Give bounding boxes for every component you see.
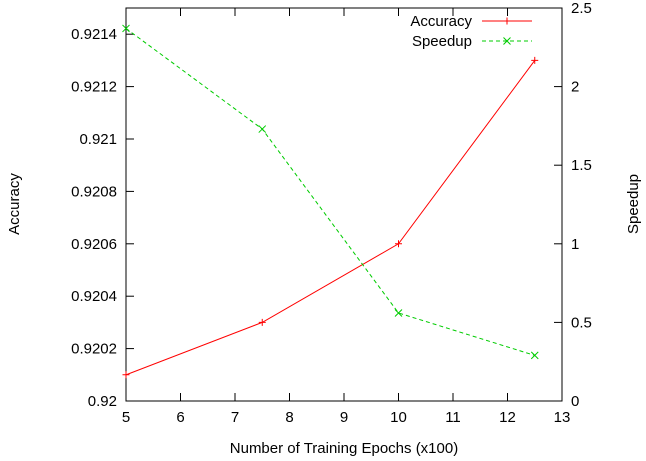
x-tick-label: 11	[445, 409, 461, 426]
x-tick-label: 8	[285, 409, 293, 426]
data-point	[531, 56, 539, 64]
legend-marker	[503, 17, 511, 25]
series-layer	[122, 24, 539, 379]
y-tick-label: 0.9202	[71, 341, 117, 358]
data-point	[394, 309, 403, 317]
y-tick-label: 0.9212	[71, 79, 117, 96]
y-tick-label: 0.9206	[71, 236, 117, 253]
axis-ticks: 5 6 7 8 9 10 11 12 130.920.92020.92040.92060.920…	[71, 0, 592, 426]
x-tick-label: 13	[554, 409, 571, 426]
legend-marker	[503, 37, 511, 45]
y2-tick-label: 0	[571, 393, 579, 410]
y2-axis-title: Speedup	[625, 174, 642, 234]
y-axis-title: Accuracy	[6, 173, 23, 235]
x-tick-label: 7	[231, 409, 239, 426]
y2-tick-label: 0.5	[571, 314, 592, 331]
series-line-accuracy	[125, 60, 536, 376]
legend: Accuracy Speedup	[410, 13, 532, 50]
y2-tick-label: 1.5	[571, 157, 592, 174]
legend-label: Accuracy	[410, 13, 472, 30]
y-tick-label: 0.92	[88, 393, 117, 410]
x-tick-label: 10	[390, 409, 407, 426]
series-speedup	[122, 24, 539, 360]
legend-label: Speedup	[412, 33, 472, 50]
y2-tick-label: 2	[571, 79, 579, 96]
x-tick-label: 5	[122, 409, 130, 426]
series-accuracy	[122, 56, 539, 379]
x-tick-label: 12	[499, 409, 516, 426]
x-tick-label: 9	[340, 409, 348, 426]
data-point	[122, 371, 130, 379]
x-axis-title: Number of Training Epochs (x100)	[230, 440, 458, 457]
y-tick-label: 0.9204	[71, 288, 117, 305]
data-point	[395, 240, 402, 248]
y-tick-label: 0.9208	[71, 183, 117, 200]
data-point	[122, 24, 130, 33]
y-tick-label: 0.921	[79, 131, 117, 148]
plot-frame	[125, 7, 563, 402]
data-point	[530, 351, 539, 360]
data-point	[258, 125, 267, 133]
series-line-speedup	[125, 28, 535, 356]
y2-tick-label: 1	[571, 236, 579, 253]
data-point	[258, 318, 266, 326]
y2-tick-label: 2.5	[571, 0, 592, 17]
y-tick-label: 0.9214	[71, 26, 117, 43]
x-tick-label: 6	[176, 409, 184, 426]
